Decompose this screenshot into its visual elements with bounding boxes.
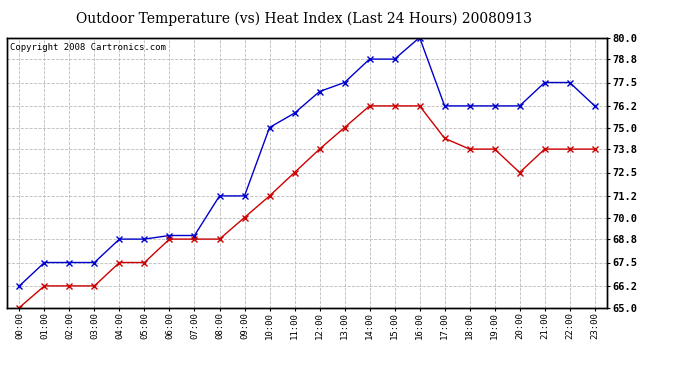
Text: Outdoor Temperature (vs) Heat Index (Last 24 Hours) 20080913: Outdoor Temperature (vs) Heat Index (Las… — [76, 11, 531, 26]
Text: Copyright 2008 Cartronics.com: Copyright 2008 Cartronics.com — [10, 43, 166, 52]
